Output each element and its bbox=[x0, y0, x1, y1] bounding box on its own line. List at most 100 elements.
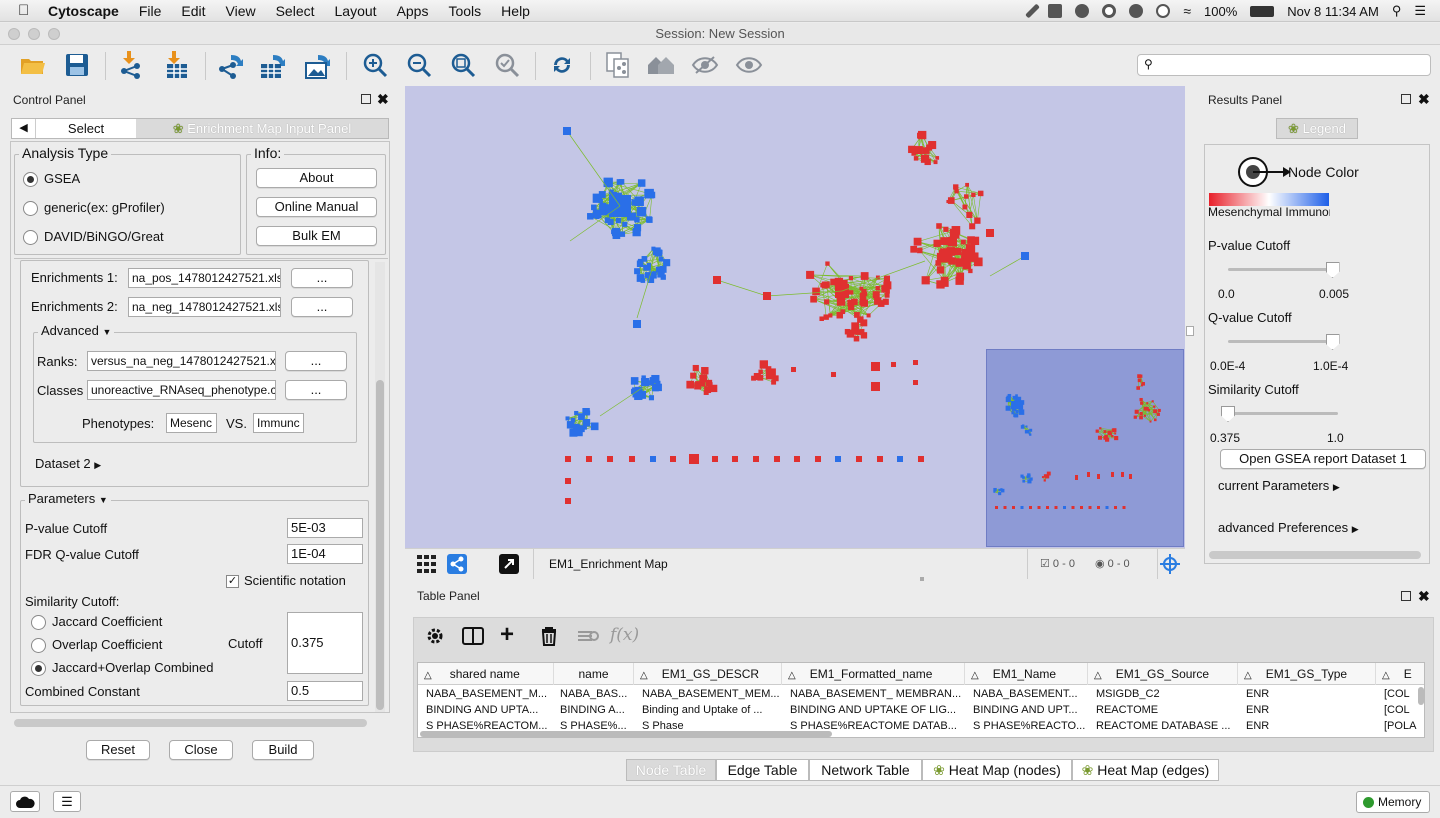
network-node[interactable] bbox=[821, 281, 829, 289]
network-node[interactable] bbox=[812, 287, 820, 296]
network-node[interactable] bbox=[860, 332, 868, 339]
network-node[interactable] bbox=[692, 364, 699, 372]
network-node[interactable] bbox=[1005, 405, 1011, 411]
network-node[interactable] bbox=[574, 410, 579, 416]
network-node[interactable] bbox=[643, 264, 649, 271]
table-cell[interactable]: NABA_BAS... bbox=[560, 688, 628, 700]
network-node[interactable] bbox=[592, 193, 602, 203]
network-node[interactable] bbox=[1021, 252, 1029, 260]
network-node[interactable] bbox=[1087, 472, 1090, 477]
network-node[interactable] bbox=[955, 276, 964, 285]
menu-apps[interactable]: Apps bbox=[396, 2, 429, 19]
network-node[interactable] bbox=[1043, 479, 1046, 482]
network-node[interactable] bbox=[965, 244, 976, 254]
network-node[interactable] bbox=[1121, 472, 1124, 477]
network-node[interactable] bbox=[836, 297, 846, 306]
network-node[interactable] bbox=[969, 252, 979, 262]
build-button[interactable]: Build bbox=[252, 740, 314, 760]
network-node[interactable] bbox=[928, 141, 937, 150]
network-node[interactable] bbox=[565, 478, 571, 484]
network-node[interactable] bbox=[860, 328, 865, 333]
network-node[interactable] bbox=[1011, 401, 1019, 409]
network-node[interactable] bbox=[871, 382, 880, 391]
network-node[interactable] bbox=[965, 182, 970, 187]
network-node[interactable] bbox=[859, 286, 864, 291]
export-table-icon[interactable] bbox=[258, 50, 288, 80]
network-node[interactable] bbox=[1046, 506, 1049, 509]
network-node[interactable] bbox=[1134, 409, 1139, 414]
network-node[interactable] bbox=[859, 292, 867, 300]
network-node[interactable] bbox=[1041, 476, 1044, 479]
table-cell[interactable]: Binding and Uptake of ... bbox=[642, 704, 763, 716]
tab-node-table[interactable]: Node Table bbox=[626, 759, 716, 781]
network-node[interactable] bbox=[851, 298, 858, 306]
network-node[interactable] bbox=[853, 335, 860, 342]
network-node[interactable] bbox=[648, 395, 654, 401]
menu-app-name[interactable]: Cytoscape bbox=[48, 2, 119, 19]
network-node[interactable] bbox=[967, 236, 975, 244]
network-node[interactable] bbox=[577, 425, 585, 433]
network-node[interactable] bbox=[1151, 400, 1154, 403]
network-node[interactable] bbox=[1016, 396, 1022, 402]
network-node[interactable] bbox=[1140, 401, 1144, 405]
table-cell[interactable]: ENR bbox=[1246, 720, 1270, 732]
network-node[interactable] bbox=[806, 270, 815, 279]
home-icon[interactable] bbox=[646, 50, 676, 80]
network-node[interactable] bbox=[1143, 414, 1146, 417]
network-node[interactable] bbox=[634, 217, 640, 223]
network-node[interactable] bbox=[1097, 474, 1100, 479]
pvalue-field[interactable]: 5E-03 bbox=[287, 518, 363, 538]
network-node[interactable] bbox=[1088, 506, 1092, 509]
network-node[interactable] bbox=[1029, 428, 1033, 432]
tab-legend[interactable]: ❀ Legend bbox=[1276, 118, 1358, 139]
network-node[interactable] bbox=[608, 189, 614, 195]
network-node[interactable] bbox=[705, 379, 713, 387]
network-node[interactable] bbox=[947, 197, 955, 204]
network-node[interactable] bbox=[866, 313, 871, 318]
parameters-toggle[interactable]: Parameters ▼ bbox=[25, 491, 111, 506]
export-image-icon[interactable] bbox=[303, 50, 333, 80]
network-node[interactable] bbox=[836, 311, 843, 319]
network-node[interactable] bbox=[565, 416, 570, 421]
network-node[interactable] bbox=[654, 383, 662, 392]
time-machine-icon[interactable] bbox=[1156, 4, 1171, 18]
table-cell[interactable]: [COL bbox=[1384, 704, 1410, 716]
tab-scroll-left-icon[interactable]: ◀ bbox=[12, 119, 36, 138]
dataset2-toggle[interactable]: Dataset 2 ▶ bbox=[35, 456, 102, 471]
table-splitter[interactable] bbox=[920, 577, 924, 581]
network-node[interactable] bbox=[913, 156, 919, 161]
network-node[interactable] bbox=[603, 177, 613, 187]
network-node[interactable] bbox=[834, 277, 844, 287]
network-node[interactable] bbox=[655, 380, 661, 386]
network-node[interactable] bbox=[712, 456, 718, 462]
table-cell[interactable]: [POLA bbox=[1384, 720, 1417, 732]
add-column-icon[interactable]: + bbox=[500, 621, 515, 648]
network-node[interactable] bbox=[1139, 411, 1143, 416]
network-node[interactable] bbox=[641, 256, 648, 262]
radio-gsea-dot[interactable] bbox=[23, 172, 38, 188]
advanced-preferences-toggle[interactable]: advanced Preferences ▶ bbox=[1218, 520, 1359, 535]
table-cell[interactable]: NABA_BASEMENT_M... bbox=[426, 688, 548, 700]
table-row[interactable]: NABA_BASEMENT_M... NABA_BAS... NABA_BASEME… bbox=[418, 686, 1418, 702]
network-node[interactable] bbox=[634, 196, 644, 206]
network-node[interactable] bbox=[935, 156, 940, 160]
network-node[interactable] bbox=[872, 291, 880, 299]
network-node[interactable] bbox=[569, 428, 578, 437]
table-row[interactable]: BINDING AND UPTA... BINDING A... Binding a… bbox=[418, 702, 1418, 718]
network-node[interactable] bbox=[590, 422, 599, 431]
radio-overlap-dot[interactable] bbox=[31, 638, 46, 654]
network-node[interactable] bbox=[849, 304, 854, 309]
network-node[interactable] bbox=[1046, 471, 1051, 476]
network-node[interactable] bbox=[694, 382, 702, 390]
network-node[interactable] bbox=[619, 231, 626, 237]
network-node[interactable] bbox=[960, 239, 966, 245]
float-results-icon[interactable] bbox=[1401, 94, 1411, 104]
network-node[interactable] bbox=[882, 298, 889, 305]
column-layout-icon[interactable] bbox=[462, 626, 484, 649]
network-node[interactable] bbox=[565, 456, 571, 462]
spotlight-icon[interactable]: ⚲ bbox=[1391, 3, 1402, 18]
network-node[interactable] bbox=[1099, 427, 1102, 430]
network-node[interactable] bbox=[612, 231, 621, 240]
network-node[interactable] bbox=[1020, 474, 1024, 478]
function-builder-icon[interactable]: f(x) bbox=[610, 625, 640, 645]
